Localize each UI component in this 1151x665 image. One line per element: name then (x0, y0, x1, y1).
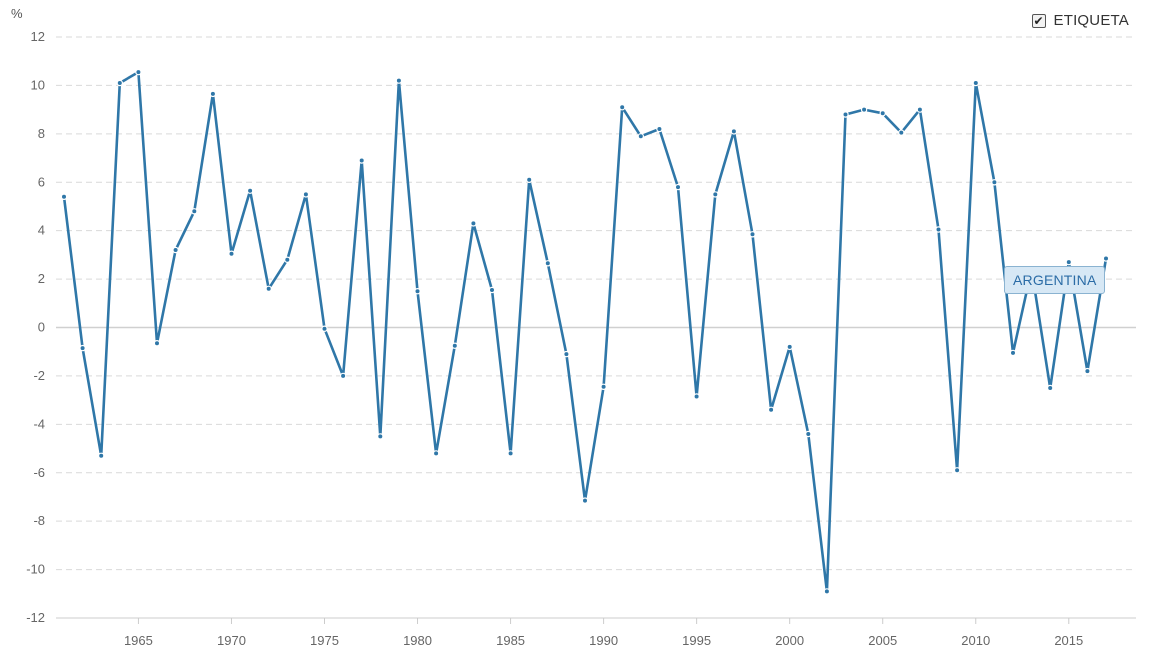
data-point[interactable] (414, 288, 421, 295)
y-tick-label: 10 (31, 77, 45, 92)
x-tick-label: 1970 (217, 633, 246, 648)
data-point[interactable] (116, 79, 124, 87)
data-point[interactable] (860, 106, 868, 113)
y-tick-label: -8 (33, 513, 45, 528)
x-tick-label: 2015 (1054, 633, 1083, 648)
data-point[interactable] (749, 231, 756, 238)
data-point[interactable] (97, 452, 105, 459)
data-point[interactable] (637, 133, 645, 140)
data-point[interactable] (544, 260, 552, 267)
data-point[interactable] (805, 430, 812, 438)
data-point[interactable] (656, 125, 663, 133)
x-tick-label: 1980 (403, 633, 432, 648)
data-point[interactable] (953, 467, 961, 474)
data-point[interactable] (284, 256, 291, 263)
x-tick-label: 2005 (868, 633, 897, 648)
check-mark-icon: ✔ (1033, 13, 1044, 28)
x-tick-label: 1975 (310, 633, 339, 648)
data-point[interactable] (972, 79, 980, 87)
y-tick-label: 8 (38, 126, 45, 141)
data-point[interactable] (377, 433, 384, 440)
x-tick-label: 1965 (124, 633, 153, 648)
y-tick-label: -12 (26, 610, 45, 625)
data-point[interactable] (209, 90, 217, 98)
y-tick-label: 2 (38, 271, 45, 286)
data-point[interactable] (265, 285, 272, 292)
x-axis-ticks: 1965 1970 1975 1980 1985 1990 1995 2000 2005 2010… (124, 618, 1083, 648)
x-tick-label: 2010 (961, 633, 990, 648)
data-point[interactable] (991, 179, 998, 186)
data-point[interactable] (1046, 384, 1054, 392)
data-point[interactable] (674, 183, 682, 191)
data-point[interactable] (507, 450, 514, 457)
y-tick-label: 12 (31, 29, 45, 44)
legend-toggle[interactable]: ✔ ETIQUETA (1031, 12, 1130, 29)
data-point[interactable] (191, 208, 198, 215)
data-point[interactable] (246, 187, 254, 194)
data-point[interactable] (1102, 255, 1110, 262)
data-point[interactable] (488, 286, 496, 294)
y-axis-ticks: 12 10 8 6 4 2 0 -2 -4 -6 -8 -10 -12 (26, 29, 45, 625)
data-point[interactable] (581, 497, 589, 504)
data-point[interactable] (228, 250, 235, 257)
series-line[interactable] (62, 70, 1108, 593)
data-points[interactable] (60, 68, 1110, 595)
y-tick-label: -6 (33, 465, 45, 480)
y-tick-label: -4 (33, 416, 45, 431)
data-point[interactable] (786, 343, 793, 351)
series-label-argentina: ARGENTINA (1004, 266, 1106, 294)
data-point[interactable] (451, 342, 458, 349)
y-tick-label: 4 (38, 223, 45, 238)
data-point[interactable] (321, 325, 328, 332)
y-tick-label: 6 (38, 174, 45, 189)
data-point[interactable] (302, 191, 310, 198)
data-point[interactable] (712, 191, 719, 198)
data-point[interactable] (358, 157, 365, 164)
data-point[interactable] (172, 246, 179, 254)
data-point[interactable] (879, 110, 886, 117)
data-point[interactable] (916, 106, 924, 113)
data-point[interactable] (600, 383, 607, 390)
data-point[interactable] (1065, 258, 1073, 266)
data-point[interactable] (823, 588, 831, 595)
checkbox-icon[interactable]: ✔ (1031, 13, 1046, 28)
y-tick-label: 0 (38, 320, 45, 335)
data-point[interactable] (432, 450, 440, 457)
data-point[interactable] (730, 128, 738, 135)
data-point[interactable] (898, 129, 905, 136)
data-point[interactable] (1084, 367, 1091, 375)
legend-label: ETIQUETA (1053, 12, 1129, 29)
data-point[interactable] (153, 340, 161, 347)
data-point[interactable] (470, 220, 477, 227)
series-argentina[interactable] (62, 70, 1108, 593)
data-point[interactable] (135, 68, 142, 76)
data-point[interactable] (395, 77, 403, 84)
data-point[interactable] (842, 111, 849, 118)
x-tick-label: 1985 (496, 633, 525, 648)
data-point[interactable] (767, 406, 775, 413)
data-point[interactable] (563, 350, 570, 358)
data-point[interactable] (693, 393, 700, 400)
data-point[interactable] (339, 372, 347, 380)
x-tick-label: 2000 (775, 633, 804, 648)
data-point[interactable] (60, 193, 68, 200)
data-point[interactable] (935, 226, 942, 233)
y-axis-unit-label: % (11, 6, 23, 21)
data-point[interactable] (1009, 349, 1017, 357)
data-point[interactable] (619, 103, 626, 111)
y-tick-label: -10 (26, 562, 45, 577)
x-tick-label: 1990 (589, 633, 618, 648)
data-point[interactable] (79, 344, 86, 352)
x-tick-label: 1995 (682, 633, 711, 648)
y-tick-label: -2 (33, 368, 45, 383)
data-point[interactable] (526, 176, 533, 183)
